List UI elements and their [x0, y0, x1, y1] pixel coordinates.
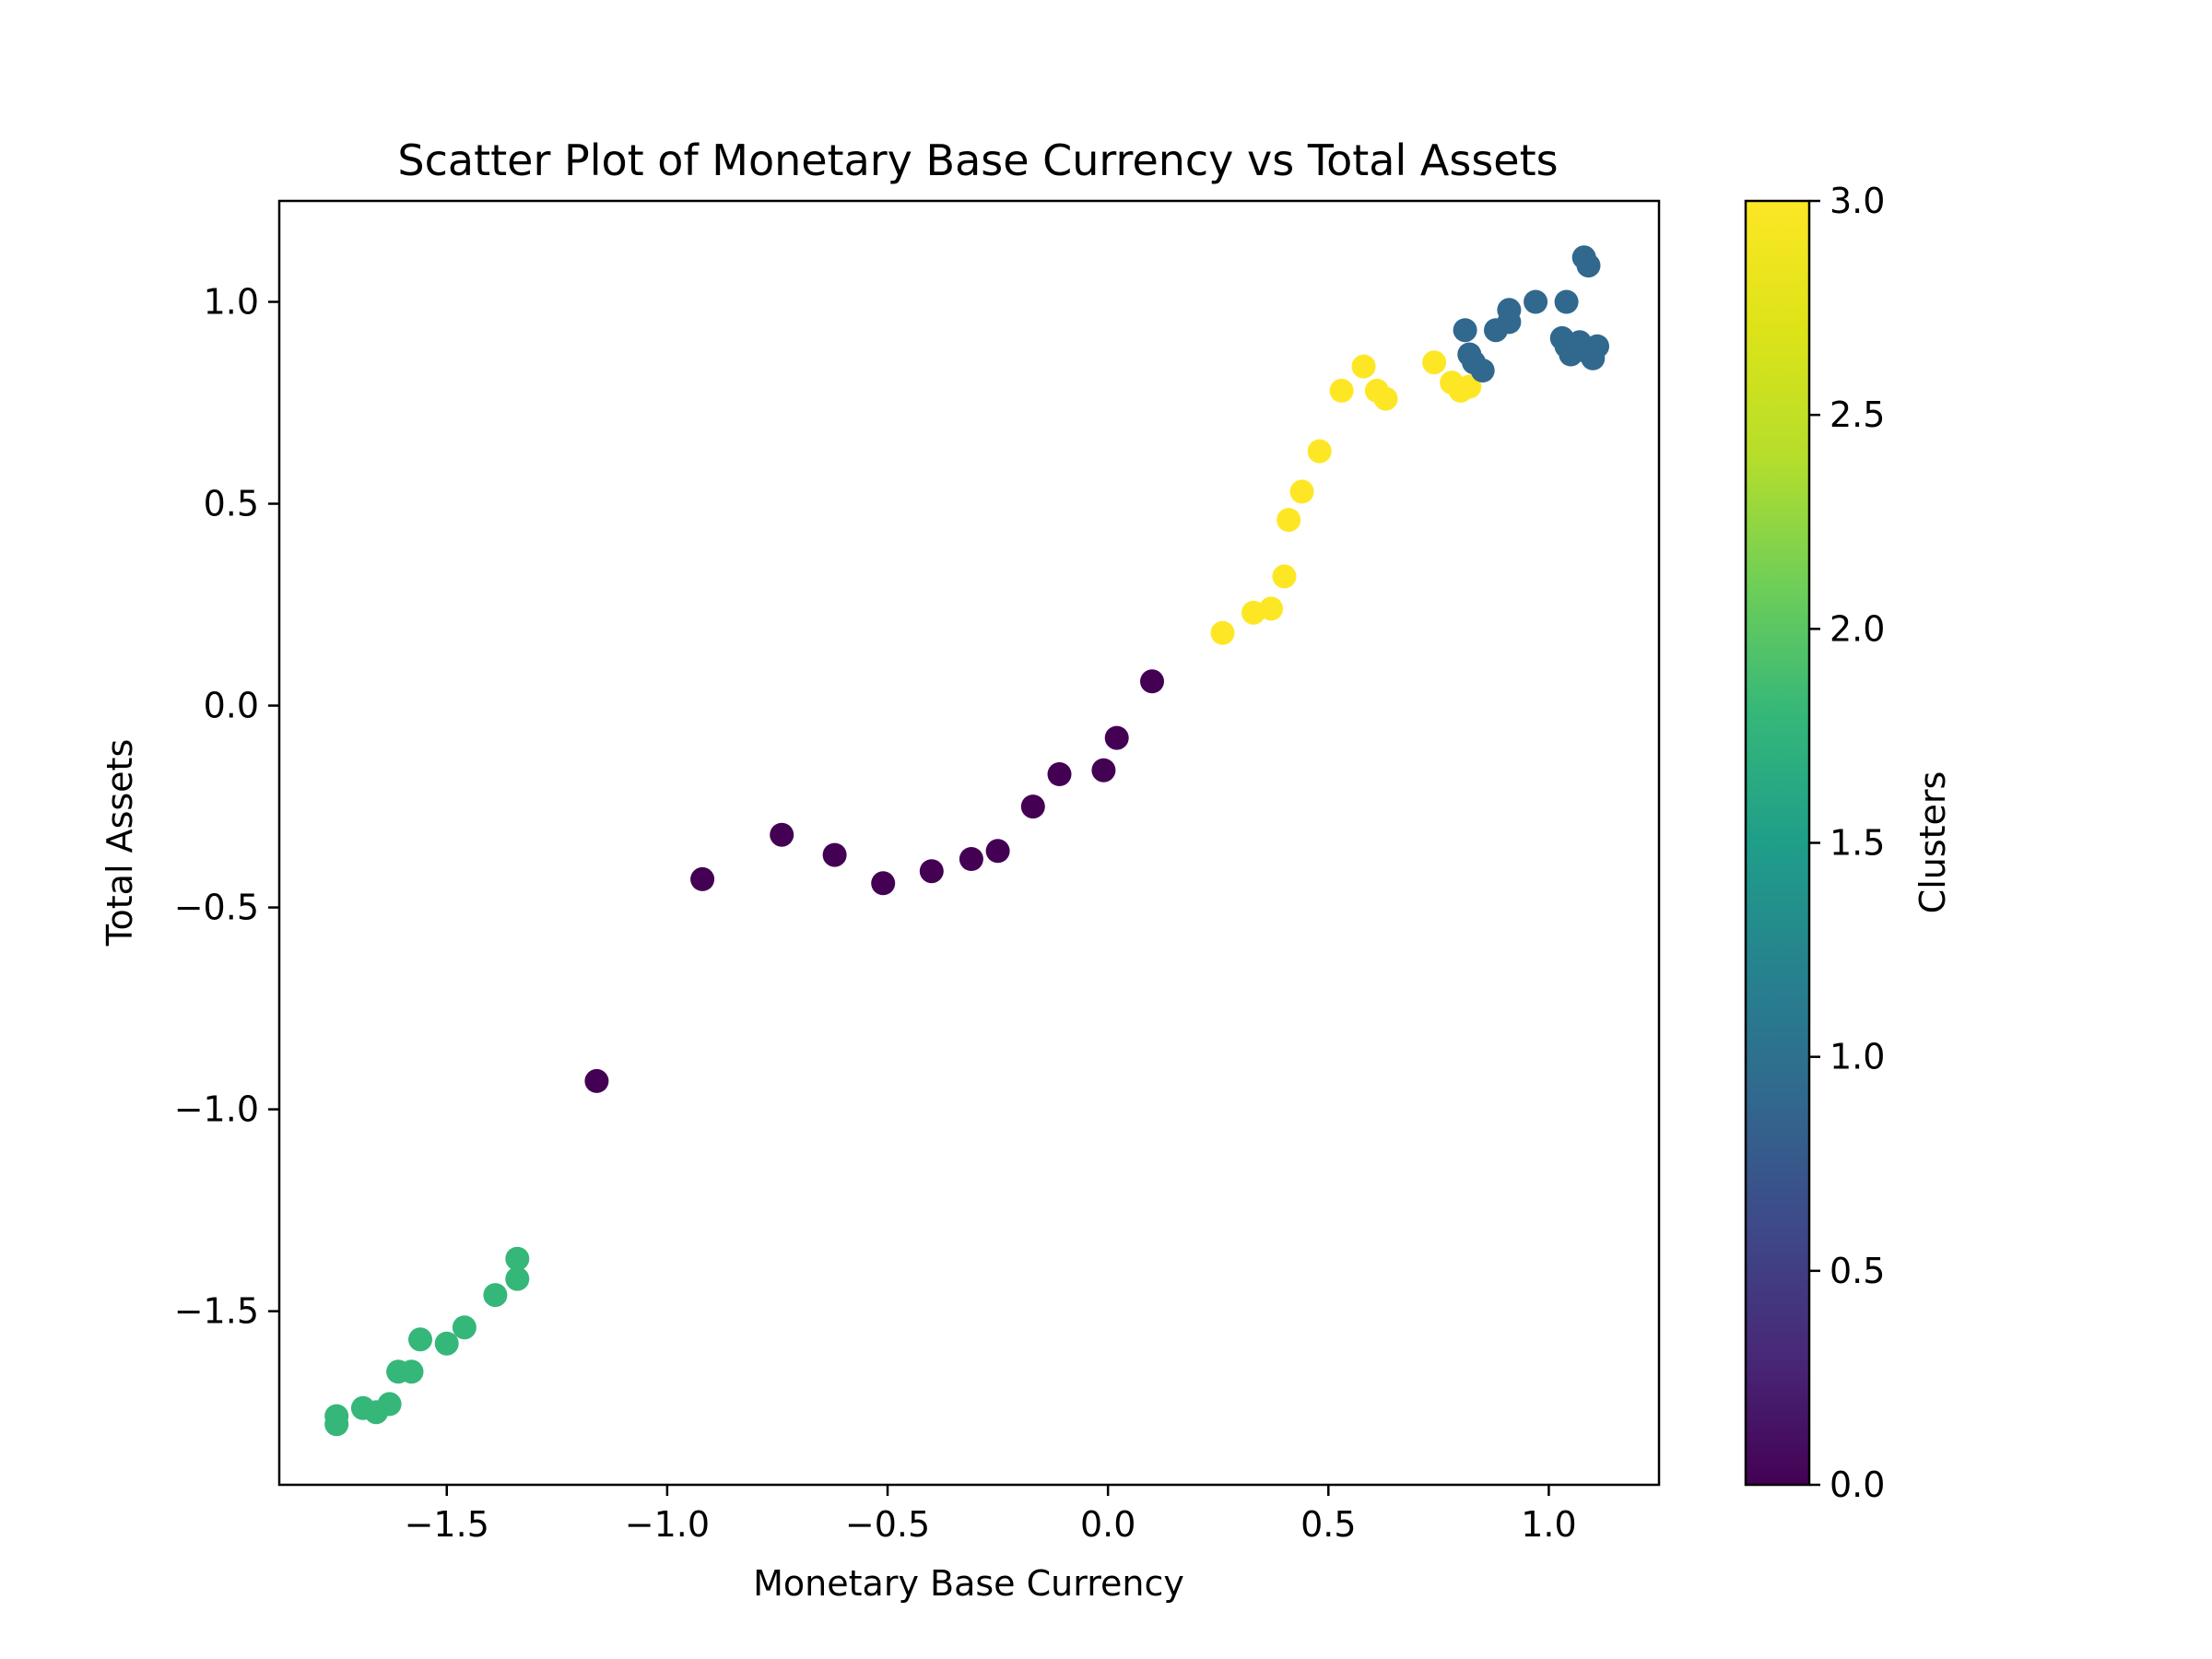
scatter-point [505, 1266, 530, 1291]
scatter-point [1554, 289, 1579, 314]
colorbar-label: Clusters [1912, 771, 1953, 914]
scatter-point [452, 1315, 477, 1340]
colorbar-tick-label: 1.5 [1830, 823, 1885, 864]
chart-title: Scatter Plot of Monetary Base Currency v… [397, 135, 1558, 185]
scatter-point [584, 1068, 609, 1093]
y-tick-label: −1.0 [174, 1089, 259, 1130]
colorbar-tick-label: 2.5 [1830, 394, 1885, 435]
scatter-point [1329, 378, 1354, 403]
scatter-point [1457, 374, 1482, 399]
y-axis-label: Total Assets [100, 739, 140, 947]
scatter-point [1210, 620, 1235, 645]
scatter-point [408, 1327, 432, 1352]
scatter-point [690, 866, 715, 891]
colorbar-tick-label: 1.0 [1830, 1037, 1885, 1077]
scatter-point [1259, 596, 1284, 621]
scatter-point [985, 839, 1010, 864]
scatter-points [324, 245, 1609, 1437]
y-tick-label: −1.5 [174, 1291, 259, 1332]
scatter-point [1272, 564, 1297, 589]
colorbar-ticks: 0.0 0.5 1.0 1.5 2.0 2.5 3.0 [1809, 181, 1885, 1505]
scatter-point [399, 1359, 424, 1384]
colorbar-tick-label: 0.0 [1830, 1465, 1885, 1505]
scatter-point [1020, 794, 1045, 819]
x-tick-label: 1.0 [1521, 1504, 1576, 1545]
scatter-point [1453, 318, 1477, 343]
scatter-point [1576, 253, 1601, 278]
scatter-point [324, 1412, 349, 1437]
x-tick-label: 0.5 [1300, 1504, 1356, 1545]
x-tick-label: −0.5 [845, 1504, 930, 1545]
colorbar [1744, 199, 1811, 1487]
y-tick-label: 0.5 [204, 484, 259, 524]
scatter-point [1524, 289, 1548, 314]
scatter-point [1585, 334, 1609, 359]
scatter-point [434, 1331, 459, 1356]
scatter-point [822, 842, 847, 867]
y-tick-label: 1.0 [204, 282, 259, 323]
scatter-point [1373, 386, 1398, 411]
y-tick-label: −0.5 [174, 888, 259, 928]
scatter-point [1470, 359, 1495, 382]
scatter-point [1422, 350, 1447, 375]
scatter-point [1104, 725, 1129, 750]
scatter-point [377, 1392, 402, 1417]
colorbar-tick-label: 0.5 [1830, 1251, 1885, 1291]
scatter-point [1289, 479, 1314, 504]
scatter-point [505, 1246, 530, 1271]
scatter-point [1351, 354, 1376, 379]
x-tick-label: −1.0 [625, 1504, 710, 1545]
scatter-point [919, 859, 944, 884]
scatter-point [1140, 669, 1164, 694]
plot-frame [277, 199, 1661, 1487]
scatter-point [1307, 439, 1332, 464]
x-axis-ticks: −1.5 −1.0 −0.5 0.0 0.5 1.0 [405, 1485, 1577, 1545]
scatter-point [1047, 762, 1072, 786]
x-tick-label: 0.0 [1080, 1504, 1135, 1545]
x-tick-label: −1.5 [405, 1504, 489, 1545]
scatter-point [483, 1283, 508, 1308]
y-tick-label: 0.0 [204, 686, 259, 726]
y-axis-ticks: −1.5 −1.0 −0.5 0.0 0.5 1.0 [174, 282, 279, 1332]
colorbar-tick-label: 3.0 [1830, 181, 1885, 221]
scatter-point [770, 822, 794, 847]
scatter-point [959, 847, 983, 871]
scatter-point [871, 871, 896, 896]
x-axis-label: Monetary Base Currency [753, 1563, 1184, 1604]
scatter-point [1277, 508, 1301, 533]
scatter-point [1497, 310, 1522, 335]
colorbar-tick-label: 2.0 [1830, 608, 1885, 649]
scatter-point [1091, 758, 1116, 782]
